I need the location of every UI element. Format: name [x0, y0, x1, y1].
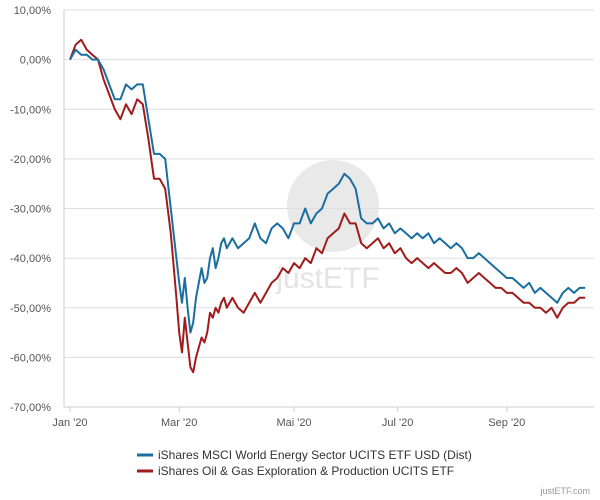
y-tick-label: 0,00% [20, 55, 51, 67]
credit-text[interactable]: justETF.com [539, 486, 590, 496]
axes [63, 10, 594, 408]
legend-label-oil-gas: iShares Oil & Gas Exploration & Producti… [158, 464, 454, 478]
series-lines [69, 38, 586, 374]
y-tick-label: -40,00% [10, 253, 51, 265]
y-tick-label: -20,00% [10, 154, 51, 166]
y-tick-label: 10,00% [14, 5, 52, 17]
series-line-0 [69, 48, 586, 334]
x-tick-label: Jan '20 [52, 417, 87, 429]
y-tick-label: -70,00% [10, 402, 51, 414]
watermark-text: justETF [275, 262, 379, 295]
x-tick-labels: Jan '20 Mar '20 Mai '20 Jul '20 Sep '20 [52, 417, 525, 429]
x-tick-label: Jul '20 [382, 417, 413, 429]
watermark-circle [287, 160, 379, 252]
y-tick-label: -60,00% [10, 352, 51, 364]
y-tick-label: -10,00% [10, 104, 51, 116]
legend-item-oil-gas[interactable]: iShares Oil & Gas Exploration & Producti… [137, 464, 454, 478]
x-tick-label: Sep '20 [488, 417, 525, 429]
y-tick-labels: 10,00% 0,00% -10,00% -20,00% -30,00% -40,00% -… [10, 5, 51, 414]
legend: iShares MSCI World Energy Sector UCITS E… [137, 448, 472, 478]
y-tick-label: -50,00% [10, 303, 51, 315]
watermark: justETF [275, 160, 380, 295]
y-tick-label: -30,00% [10, 204, 51, 216]
legend-item-energy[interactable]: iShares MSCI World Energy Sector UCITS E… [137, 448, 472, 462]
legend-label-energy: iShares MSCI World Energy Sector UCITS E… [158, 448, 472, 462]
x-tick-label: Mar '20 [161, 417, 197, 429]
series-line-1 [69, 38, 586, 374]
x-tick-label: Mai '20 [276, 417, 311, 429]
